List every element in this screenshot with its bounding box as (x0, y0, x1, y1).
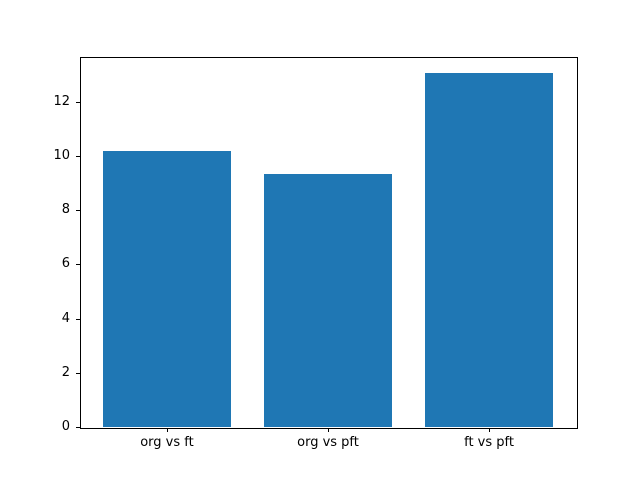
x-tick-label: ft vs pft (464, 435, 514, 450)
y-tick-mark (76, 318, 80, 320)
bar-org-vs-ft (102, 150, 232, 427)
bar-org-vs-pft (263, 173, 393, 427)
x-tick-label: org vs ft (140, 435, 194, 450)
y-tick-mark (76, 427, 80, 428)
y-tick-mark (76, 372, 80, 374)
y-tick-label: 2 (61, 364, 70, 380)
y-tick-label: 8 (61, 202, 70, 218)
x-tick-mark (489, 428, 491, 432)
x-tick-mark (166, 428, 168, 432)
y-tick-mark (76, 264, 80, 266)
y-tick-label: 10 (53, 147, 70, 163)
y-tick-mark (76, 210, 80, 212)
y-tick-label: 0 (61, 419, 70, 434)
y-tick-label: 6 (61, 256, 70, 272)
y-tick-mark (76, 155, 80, 157)
y-tick-label: 12 (53, 93, 70, 109)
y-tick-label: 4 (61, 310, 70, 326)
x-tick-mark (328, 428, 329, 432)
y-tick-mark (76, 101, 80, 103)
x-tick-label: org vs pft (297, 435, 359, 450)
bar-ft-vs-pft (424, 73, 554, 427)
